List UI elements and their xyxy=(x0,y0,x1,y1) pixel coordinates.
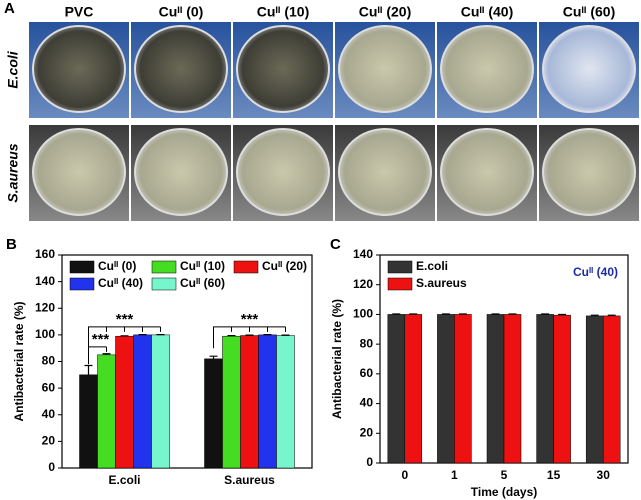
bar xyxy=(258,334,277,469)
x-tick-label: 0 xyxy=(401,468,408,482)
annotation: *** xyxy=(116,311,134,328)
petri-dish xyxy=(32,25,126,113)
bar xyxy=(115,335,134,469)
significance-bracket xyxy=(88,326,161,365)
bar xyxy=(79,374,98,469)
y-tick-label: 80 xyxy=(42,354,56,368)
y-axis-label: Antibacterial rate (%) xyxy=(12,301,26,421)
x-tick-label: 30 xyxy=(597,468,611,482)
bar xyxy=(222,335,241,469)
y-tick-label: 0 xyxy=(48,460,55,474)
bar xyxy=(387,314,406,464)
y-tick-label: 60 xyxy=(360,366,374,380)
column-label: Cuᴵᴵ (60) xyxy=(563,4,616,20)
panel-label: C xyxy=(330,236,341,253)
legend-swatch xyxy=(151,260,177,274)
petri-dish xyxy=(440,128,534,216)
bar xyxy=(97,354,116,469)
bar xyxy=(437,314,455,464)
bar xyxy=(276,335,295,469)
legend-swatch xyxy=(387,277,413,291)
y-tick-label: 140 xyxy=(353,247,373,261)
legend-label: S.aureus xyxy=(416,276,467,290)
y-tick-label: 80 xyxy=(360,336,374,350)
y-tick-label: 120 xyxy=(35,300,55,314)
error-bar xyxy=(209,355,218,359)
y-tick-label: 60 xyxy=(42,380,56,394)
y-tick-label: 100 xyxy=(35,327,55,341)
y-tick-label: 0 xyxy=(366,455,373,469)
petri-dish xyxy=(440,25,534,113)
bar xyxy=(486,314,505,464)
bar xyxy=(204,358,223,469)
legend-label: Cuᴵᴵ (60) xyxy=(180,276,225,290)
error-bar xyxy=(84,364,93,375)
bar xyxy=(602,315,621,464)
error-bar xyxy=(607,314,616,316)
petri-dish xyxy=(32,128,126,216)
bar xyxy=(536,314,554,464)
error-bar xyxy=(590,314,599,316)
y-tick-label: 140 xyxy=(35,274,55,288)
petri-dish xyxy=(542,128,636,216)
legend-swatch xyxy=(151,277,177,291)
x-tick-label: 15 xyxy=(547,468,561,482)
y-axis-label: Antibacterial rate (%) xyxy=(330,299,344,419)
petri-dish xyxy=(542,25,636,113)
legend-swatch xyxy=(69,260,95,274)
bar xyxy=(133,334,152,469)
petri-dish xyxy=(236,25,330,113)
x-tick-label: E.coli xyxy=(108,473,140,487)
significance-bracket xyxy=(213,326,286,349)
legend-swatch xyxy=(387,260,413,274)
petri-dish xyxy=(338,128,432,216)
y-tick-label: 20 xyxy=(360,425,374,439)
legend-label: Cuᴵᴵ (20) xyxy=(262,259,307,273)
y-tick-label: 160 xyxy=(35,247,55,261)
row-label: E.coli xyxy=(5,50,21,88)
bar xyxy=(151,334,170,469)
bar xyxy=(553,314,571,464)
error-bar xyxy=(102,353,111,355)
error-bar xyxy=(227,334,236,337)
legend-label: Cuᴵᴵ (0) xyxy=(98,259,136,273)
legend-label: Cuᴵᴵ (10) xyxy=(180,259,225,273)
bar xyxy=(404,314,423,464)
legend-swatch xyxy=(233,260,259,274)
y-tick-label: 100 xyxy=(353,307,373,321)
column-label: Cuᴵᴵ (10) xyxy=(257,4,310,20)
x-tick-label: S.aureus xyxy=(224,473,275,487)
y-tick-label: 120 xyxy=(353,277,373,291)
panel-label: A xyxy=(4,0,15,17)
x-tick-label: 5 xyxy=(501,468,508,482)
y-tick-label: 40 xyxy=(360,396,374,410)
x-axis-label: Time (days) xyxy=(471,485,537,499)
annotation: *** xyxy=(241,311,259,328)
panel-label: B xyxy=(6,236,17,253)
legend-label: Cuᴵᴵ (40) xyxy=(98,276,143,290)
petri-dish xyxy=(338,25,432,113)
annotation: *** xyxy=(92,331,110,348)
bar xyxy=(240,335,259,469)
bar xyxy=(503,314,522,464)
bar xyxy=(454,314,472,464)
petri-dish xyxy=(236,128,330,216)
petri-dish xyxy=(134,128,228,216)
bar xyxy=(585,315,604,464)
column-label: Cuᴵᴵ (20) xyxy=(359,4,412,20)
legend-label: E.coli xyxy=(416,259,448,273)
y-tick-label: 20 xyxy=(42,434,56,448)
column-label: Cuᴵᴵ (0) xyxy=(159,4,204,20)
petri-dish xyxy=(134,25,228,113)
column-label: Cuᴵᴵ (40) xyxy=(461,4,514,20)
legend-swatch xyxy=(69,277,95,291)
x-tick-label: 1 xyxy=(451,468,458,482)
row-label: S.aureus xyxy=(5,143,21,202)
column-label: PVC xyxy=(65,4,94,20)
error-bar xyxy=(558,313,567,316)
annotation: Cuᴵᴵ (40) xyxy=(573,265,618,279)
y-tick-label: 40 xyxy=(42,407,56,421)
